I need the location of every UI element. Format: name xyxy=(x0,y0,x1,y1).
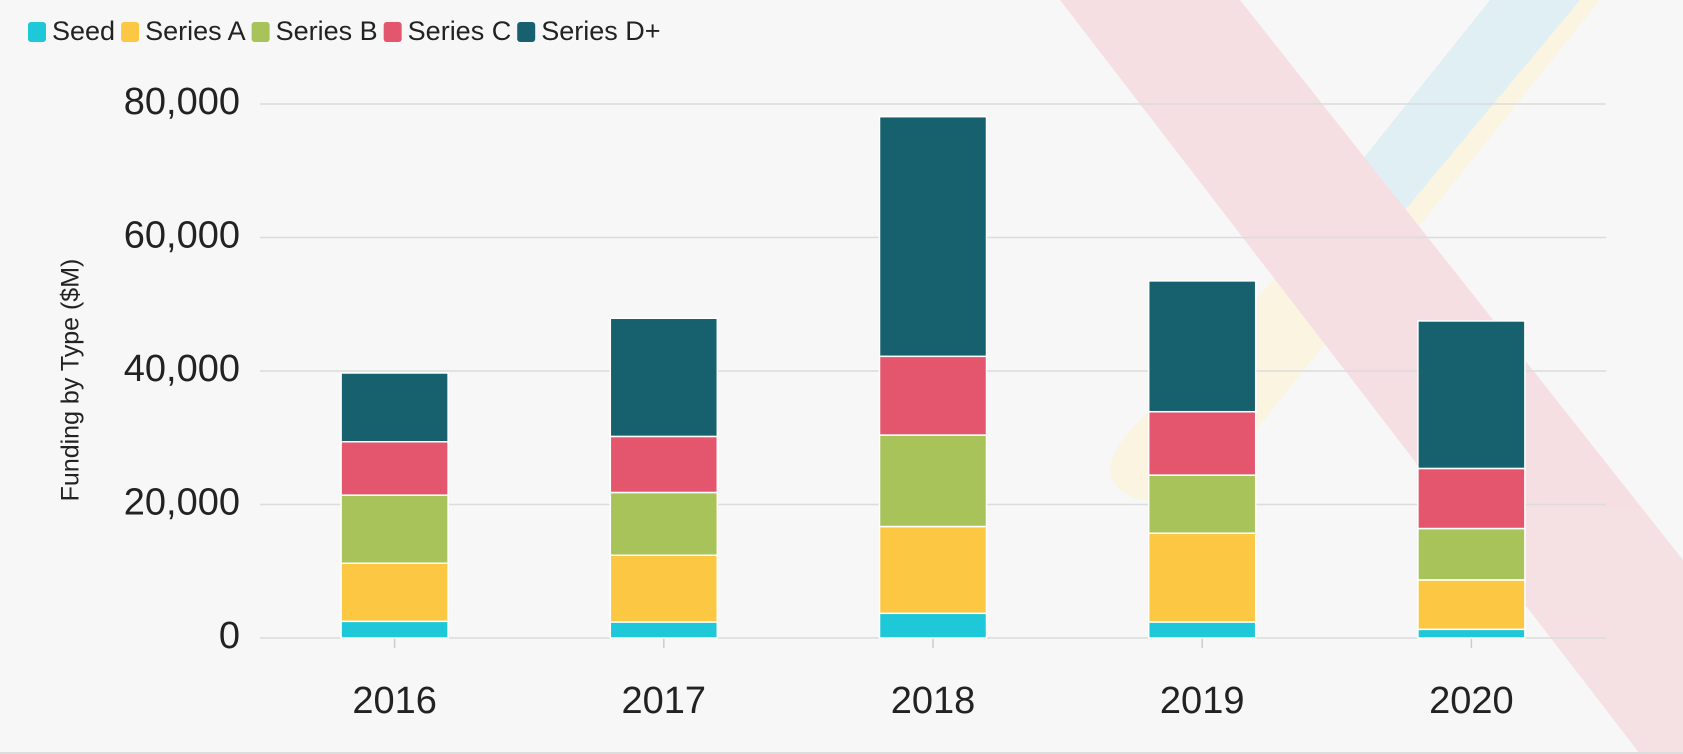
x-tick-label: 2016 xyxy=(352,680,437,722)
y-tick-label: 40,000 xyxy=(124,348,240,390)
x-tick-label: 2019 xyxy=(1160,680,1245,722)
y-tick-label: 80,000 xyxy=(124,81,240,123)
bar-segment xyxy=(1417,628,1526,639)
bar-segment xyxy=(340,494,449,564)
x-tick-label: 2018 xyxy=(891,680,976,722)
bar-segment xyxy=(1147,532,1257,623)
bar-segment xyxy=(1417,527,1526,581)
bar-segment xyxy=(878,115,988,358)
y-axis-label: Funding by Type ($M) xyxy=(57,259,85,502)
bar-segment xyxy=(340,441,449,496)
x-tick-label: 2017 xyxy=(622,680,707,722)
bar-segment xyxy=(609,317,719,438)
decor-stripe-pink xyxy=(1060,0,1683,754)
bar-segment xyxy=(340,620,449,639)
bar-segment xyxy=(1147,280,1257,413)
bar-segment xyxy=(340,562,449,623)
legend-swatch xyxy=(251,22,270,42)
legend-label: Series B xyxy=(276,16,378,46)
legend-swatch xyxy=(28,22,46,42)
legend-label: Series C xyxy=(408,16,512,46)
legend-label: Seed xyxy=(52,16,115,46)
bar-segment xyxy=(609,554,719,623)
legend-label: Series D+ xyxy=(541,16,660,46)
legend-swatch xyxy=(383,22,402,42)
legend-swatch xyxy=(121,22,140,42)
legend-swatch xyxy=(517,22,536,42)
bar-segment xyxy=(1147,410,1257,476)
bar-segment xyxy=(1417,467,1526,530)
y-tick-label: 60,000 xyxy=(124,215,240,257)
bar-segment xyxy=(1147,621,1257,639)
x-tick-label: 2020 xyxy=(1429,680,1514,722)
legend-label: Series A xyxy=(145,16,246,46)
bar-segment xyxy=(878,525,988,615)
bar-segment xyxy=(878,355,988,436)
bar-segment xyxy=(878,612,988,639)
bar-segment xyxy=(1417,320,1526,470)
bar-segment xyxy=(878,434,988,528)
bar-segment xyxy=(340,372,449,443)
y-tick-label: 20,000 xyxy=(124,482,240,524)
bar-segment xyxy=(609,621,719,639)
bar-segment xyxy=(609,491,719,556)
bar-segment xyxy=(609,435,719,494)
bar-segment xyxy=(1417,579,1526,631)
y-tick-label: 0 xyxy=(219,615,240,657)
bar-segment xyxy=(1147,474,1257,534)
